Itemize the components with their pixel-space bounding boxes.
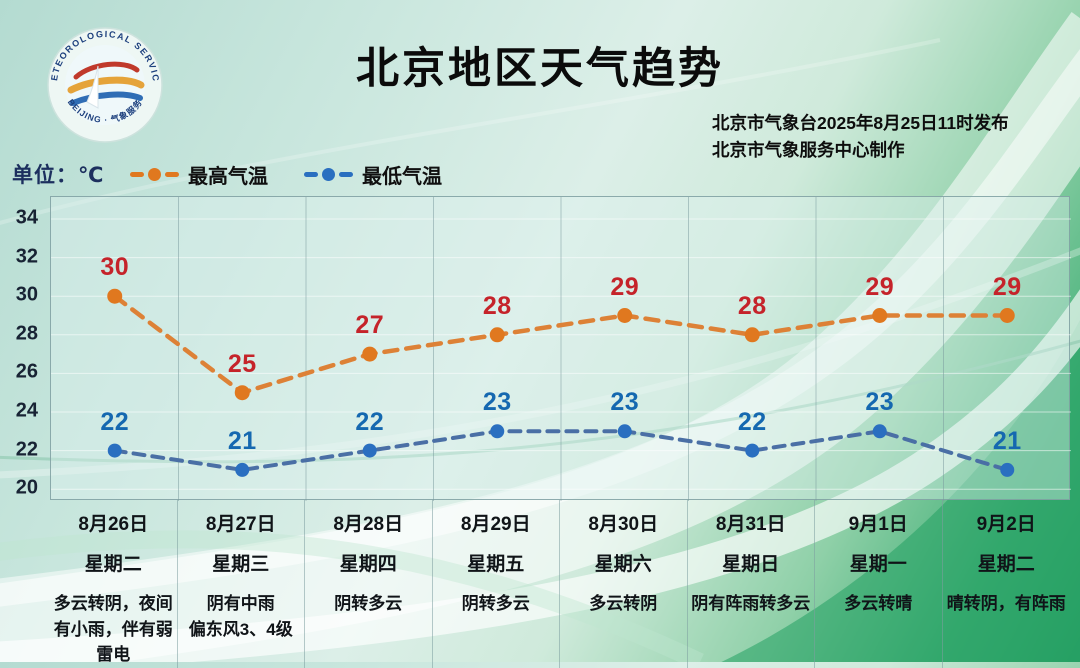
day-column: 8月26日星期二多云转阴，夜间有小雨，伴有弱雷电 [50, 500, 178, 668]
low-temp-line [112, 429, 1010, 472]
legend-label-low: 最低气温 [362, 166, 442, 188]
y-tick-label: 32 [15, 245, 38, 268]
day-weather-description: 阴有阵雨转多云 [691, 594, 811, 613]
logo-sail-shape [86, 65, 99, 109]
day-weather-description: 晴转阴，有阵雨 [946, 594, 1066, 613]
high-temp-point [744, 327, 760, 343]
low-temp-value-label: 21 [992, 426, 1022, 455]
day-column: 8月31日星期日阴有阵雨转多云 [688, 500, 815, 668]
high-temp-point [999, 308, 1015, 323]
low-temp-value-label: 21 [227, 426, 257, 455]
low-temp-value-label: 22 [100, 407, 130, 436]
legend-item-low: 最低气温 [304, 160, 442, 189]
logo-red-swoosh [73, 61, 140, 80]
day-date-label: 8月29日 [460, 514, 531, 535]
high-temp-point [234, 385, 250, 401]
logo-blue-swoosh [70, 91, 143, 106]
y-tick-label: 28 [15, 322, 38, 345]
logo-orange-swoosh [67, 76, 145, 94]
high-temp-value-label: 25 [227, 349, 257, 378]
day-column: 8月28日星期四阴转多云 [305, 500, 433, 668]
day-date-label: 9月2日 [976, 514, 1036, 535]
low-temp-point [617, 424, 632, 439]
beijing-meteorological-service-logo: METEOROLOGICAL SERVICE BEIJING · 气象服务 [40, 20, 163, 143]
low-temp-point [362, 443, 377, 458]
high-temp-point [362, 346, 378, 362]
high-temp-value-label: 28 [737, 291, 767, 320]
y-tick-label: 34 [15, 206, 38, 229]
low-temp-point [1000, 462, 1015, 477]
day-weekday-label: 星期一 [849, 554, 907, 575]
high-temp-line [112, 293, 1010, 395]
day-date-label: 8月26日 [78, 514, 149, 535]
day-weather-description: 多云转晴 [844, 594, 913, 613]
y-tick-label: 22 [15, 438, 38, 461]
high-temp-value-label: 29 [865, 272, 895, 301]
y-axis-tick-labels: 34 32 30 28 26 24 22 20 [0, 196, 44, 506]
high-temp-line-marker-icon [130, 168, 179, 181]
y-tick-label: 30 [15, 283, 38, 306]
day-weather-description: 多云转阴，夜间有小雨，伴有弱雷电 [53, 594, 173, 664]
day-weekday-label: 星期日 [722, 554, 780, 575]
publish-line-2: 北京市气象服务中心制作 [712, 140, 905, 161]
y-tick-label: 26 [15, 360, 38, 383]
y-tick-label: 20 [15, 476, 38, 499]
day-weather-description: 阴转多云 [461, 594, 530, 613]
high-temp-value-label: 27 [355, 311, 385, 340]
day-column: 8月30日星期六多云转阴 [560, 500, 688, 668]
high-temp-point [617, 308, 633, 323]
low-temp-value-label: 22 [737, 407, 767, 436]
day-column: 9月2日星期二晴转阴，有阵雨 [943, 500, 1071, 668]
low-temp-point [235, 462, 250, 477]
day-weekday-label: 星期六 [594, 554, 652, 575]
low-temp-point [107, 443, 122, 458]
high-temp-value-label: 30 [100, 253, 130, 282]
low-temp-value-label: 22 [355, 407, 385, 436]
day-weekday-label: 星期五 [467, 554, 525, 575]
day-weather-description: 阴有中雨 偏东风3、4级 [188, 594, 293, 639]
day-weather-description: 阴转多云 [334, 594, 403, 613]
day-weekday-label: 星期三 [212, 554, 270, 575]
day-weekday-label: 星期二 [977, 554, 1035, 575]
low-temp-point [872, 424, 887, 439]
high-temp-point [489, 327, 505, 343]
unit-label: 单位：℃ [12, 164, 105, 187]
high-temp-point [107, 288, 123, 304]
day-weekday-label: 星期四 [339, 554, 397, 575]
low-temp-value-label: 23 [482, 388, 512, 417]
high-temp-value-label: 29 [610, 272, 640, 301]
day-labels-table: 8月26日 星期二 多云转阴，夜间有小雨，伴有弱雷电 8月27日 星期三 阴有中雨 偏东风… [50, 500, 1070, 668]
day-column: 8月27日星期三阴有中雨 偏东风3、4级 [178, 500, 305, 668]
high-temp-value-label: 28 [482, 291, 512, 320]
chart-lines-graphic [51, 197, 1071, 501]
temperature-chart-plot-area: 30 25 27 28 29 28 29 29 22 21 22 23 23 22 23 21 [50, 196, 1071, 501]
page-title: 北京地区天气趋势 [356, 45, 724, 93]
chart-legend: 最高气温 最低气温 [130, 160, 442, 189]
day-weekday-label: 星期二 [84, 554, 142, 575]
low-temp-value-label: 23 [865, 388, 895, 417]
low-temp-point [490, 424, 505, 439]
day-date-label: 8月31日 [715, 514, 786, 535]
legend-label-high: 最高气温 [188, 166, 268, 188]
low-temp-point [745, 443, 760, 458]
day-date-label: 8月27日 [205, 514, 276, 535]
high-temp-point [872, 308, 888, 323]
day-date-label: 8月28日 [333, 514, 404, 535]
day-weather-description: 多云转阴 [589, 594, 658, 613]
legend-item-high: 最高气温 [130, 160, 268, 189]
high-temp-value-label: 29 [992, 272, 1022, 301]
day-column: 9月1日星期一多云转晴 [815, 500, 943, 668]
publish-info: 北京市气象台2025年8月25日11时发布 北京市气象服务中心制作 [712, 110, 1009, 164]
y-tick-label: 24 [15, 399, 38, 422]
day-date-label: 9月1日 [848, 514, 908, 535]
publish-line-1: 北京市气象台2025年8月25日11时发布 [712, 113, 1009, 133]
low-temp-line-marker-icon [304, 168, 353, 181]
low-temp-value-label: 23 [610, 388, 640, 417]
day-column: 8月29日星期五阴转多云 [433, 500, 560, 668]
day-date-label: 8月30日 [588, 514, 659, 535]
